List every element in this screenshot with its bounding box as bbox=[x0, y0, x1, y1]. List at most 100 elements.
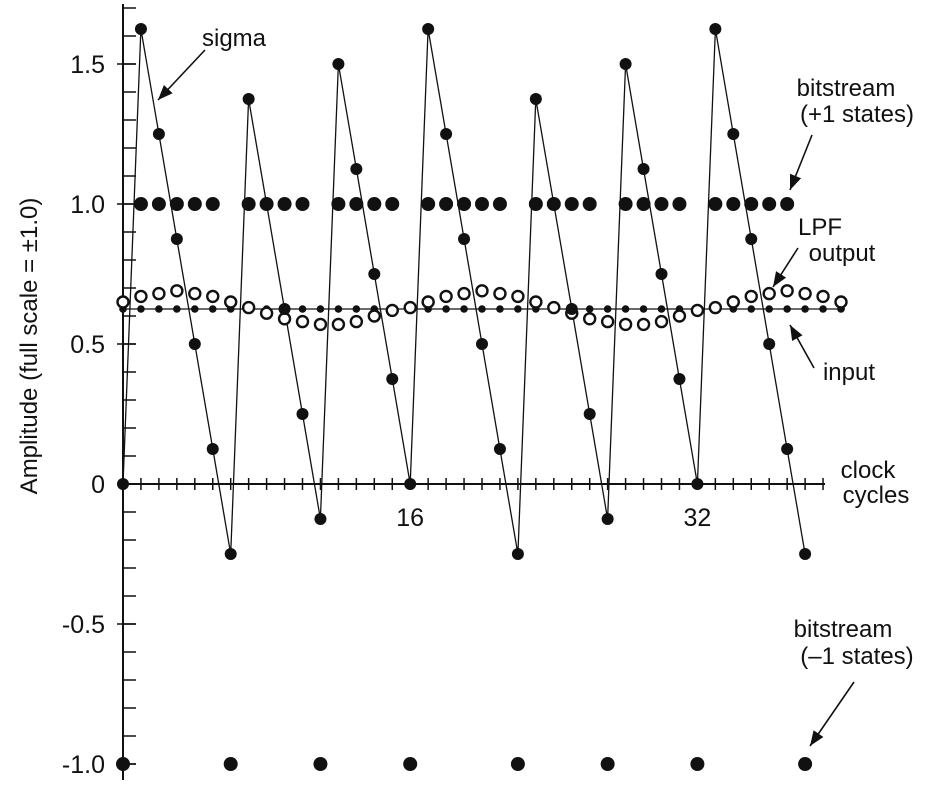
lpf-output-point bbox=[493, 286, 507, 301]
bitstream-point bbox=[313, 757, 328, 771]
lpf-output-point bbox=[547, 300, 561, 315]
bitstream-point bbox=[133, 197, 148, 211]
lpf-output-point bbox=[421, 295, 435, 309]
bitstream-point bbox=[672, 197, 687, 211]
bitstream-plus-arrow-head bbox=[790, 173, 802, 190]
y-tick-label: -0.5 bbox=[62, 611, 105, 639]
lpf-output-point bbox=[726, 295, 740, 309]
sigma-point bbox=[332, 58, 345, 70]
annotation-bitstream-plus-line-1: bitstream bbox=[797, 75, 896, 102]
lpf-output-point bbox=[690, 303, 705, 318]
bitstream-point bbox=[116, 757, 130, 771]
annotation-lpf-line-1: LPF bbox=[798, 214, 842, 241]
axis-labels: Amplitude (full scale = ±1.0) clock cycl… bbox=[16, 198, 909, 509]
input-point bbox=[585, 305, 594, 313]
sigma-point bbox=[188, 338, 201, 350]
sigma-point bbox=[763, 338, 776, 350]
x-axis-label-line-2: cycles bbox=[843, 482, 910, 509]
y-tick-label: 1.0 bbox=[70, 191, 105, 219]
lpf-output-point bbox=[134, 289, 148, 304]
bitstream-point bbox=[439, 197, 454, 211]
bitstream-point bbox=[582, 197, 597, 211]
bitstream-point bbox=[295, 197, 310, 211]
bitstream-point bbox=[151, 197, 166, 211]
bitstream-point bbox=[169, 197, 184, 211]
input-point bbox=[208, 305, 217, 313]
lpf-output-point bbox=[349, 314, 364, 329]
sigma-point bbox=[799, 548, 812, 560]
bitstream-point bbox=[510, 757, 525, 771]
lpf-output-point bbox=[762, 286, 776, 301]
input-point bbox=[173, 305, 181, 313]
sigma-point bbox=[745, 233, 758, 245]
bitstream-point bbox=[457, 197, 472, 211]
lpf-output-arrow-head bbox=[773, 271, 787, 287]
bitstream-point bbox=[187, 197, 202, 211]
lpf-output-point bbox=[672, 309, 687, 323]
lpf-output-point bbox=[511, 289, 525, 304]
bitstream-point bbox=[277, 197, 292, 211]
bitstream-point bbox=[726, 197, 741, 211]
input-point bbox=[765, 305, 773, 313]
sigma-point bbox=[691, 478, 704, 490]
sigma-point bbox=[637, 163, 650, 175]
lpf-output-point bbox=[529, 295, 543, 309]
lpf-output-point bbox=[259, 306, 274, 320]
bitstream-point bbox=[205, 197, 220, 211]
bitstream-point bbox=[331, 197, 346, 211]
lpf-output-point bbox=[654, 314, 669, 329]
sigma-point bbox=[422, 23, 435, 35]
bitstream-point bbox=[690, 757, 705, 771]
bitstream-point bbox=[367, 197, 382, 211]
sigma-point bbox=[314, 513, 327, 525]
sigma-point bbox=[709, 23, 722, 35]
sigma-point bbox=[673, 373, 686, 385]
sigma-point bbox=[493, 443, 506, 455]
bitstream-point bbox=[654, 197, 669, 211]
sigma-point bbox=[547, 198, 560, 210]
bitstream-point bbox=[403, 757, 418, 771]
lpf-output-point bbox=[475, 284, 489, 298]
input-point bbox=[657, 305, 666, 313]
bitstream-point bbox=[636, 197, 651, 211]
x-tick-label: 16 bbox=[396, 504, 424, 532]
lpf-output-point bbox=[170, 284, 184, 298]
annotation-sigma: sigma bbox=[202, 25, 267, 52]
sigma-point bbox=[206, 443, 219, 455]
lpf-output-point bbox=[385, 303, 399, 318]
annotation-lpf-line-2: output bbox=[809, 240, 876, 267]
bitstream-point bbox=[385, 197, 400, 211]
sigma-point bbox=[458, 233, 471, 245]
input-point bbox=[155, 305, 163, 313]
lpf-output-point bbox=[188, 286, 202, 301]
sigma-point bbox=[727, 128, 740, 140]
input-point bbox=[316, 305, 325, 313]
annotation-bitstream-plus-line-2: (+1 states) bbox=[800, 101, 914, 128]
y-axis-label: Amplitude (full scale = ±1.0) bbox=[16, 198, 43, 495]
lpf-output-point bbox=[636, 317, 651, 332]
bitstream-point bbox=[564, 197, 579, 211]
annotation-input: input bbox=[823, 359, 875, 386]
input-point bbox=[603, 305, 612, 313]
bitstream-point bbox=[492, 197, 507, 211]
lpf-output-point bbox=[780, 284, 794, 298]
lpf-output-point bbox=[600, 314, 615, 329]
lpf-output-point bbox=[206, 289, 220, 304]
sigma-point bbox=[476, 338, 488, 350]
sigma-point bbox=[350, 163, 363, 175]
input-point bbox=[783, 305, 791, 313]
lpf-output-point bbox=[744, 289, 758, 304]
annotations: sigma bitstream (+1 states) LPF output i… bbox=[202, 25, 914, 670]
bitstream-point bbox=[349, 197, 364, 211]
lpf-output-point bbox=[618, 317, 633, 332]
y-tick-label: -1.0 bbox=[62, 751, 105, 779]
lpf-output-point bbox=[583, 312, 597, 326]
x-tick-label: 32 bbox=[683, 504, 711, 532]
bitstream-minus-arrow-head bbox=[810, 730, 824, 746]
sigma-point bbox=[440, 128, 453, 140]
input-point bbox=[478, 305, 486, 313]
lpf-output-point bbox=[439, 289, 453, 304]
sigma-point bbox=[296, 408, 309, 420]
sigma-point bbox=[781, 443, 794, 455]
data-marks bbox=[116, 23, 848, 771]
